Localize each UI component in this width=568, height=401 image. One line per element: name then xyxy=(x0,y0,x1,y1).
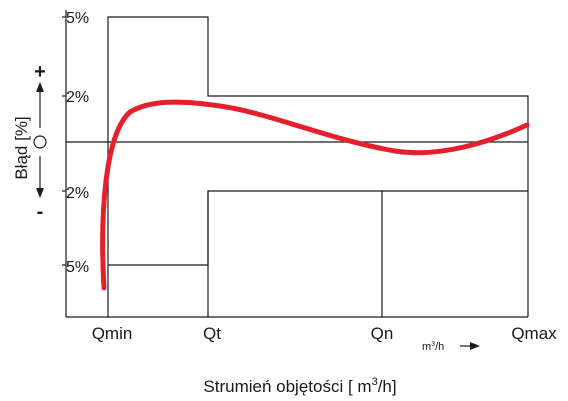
y-label-bottom-5: 5% xyxy=(66,259,89,276)
up-arrow-icon xyxy=(36,82,44,128)
x-label-qmax: Qmax xyxy=(511,324,557,343)
error-curve xyxy=(100,99,530,291)
x-label-qt: Qt xyxy=(203,324,221,343)
y-label-top-5: 5% xyxy=(66,10,89,27)
axis-title-error: Błąd [%] xyxy=(12,116,31,179)
unit-label: m3/h xyxy=(422,341,444,353)
y-label-upper-2: 2% xyxy=(66,89,89,106)
caption-flow-volume: Strumień objętości [ m3/h] xyxy=(203,376,396,396)
zero-circle-icon xyxy=(33,135,47,149)
y-label-lower-2: 2% xyxy=(66,185,89,202)
minus-sign: - xyxy=(37,201,44,223)
x-label-qmin: Qmin xyxy=(92,324,133,343)
upper-error-limit xyxy=(107,16,529,317)
lower-error-limit xyxy=(108,190,528,266)
x-label-qn: Qn xyxy=(371,324,394,343)
down-arrow-icon xyxy=(36,156,44,198)
plus-sign: + xyxy=(34,61,46,83)
error-limit-lines xyxy=(62,10,529,318)
right-arrow-icon xyxy=(460,342,480,350)
